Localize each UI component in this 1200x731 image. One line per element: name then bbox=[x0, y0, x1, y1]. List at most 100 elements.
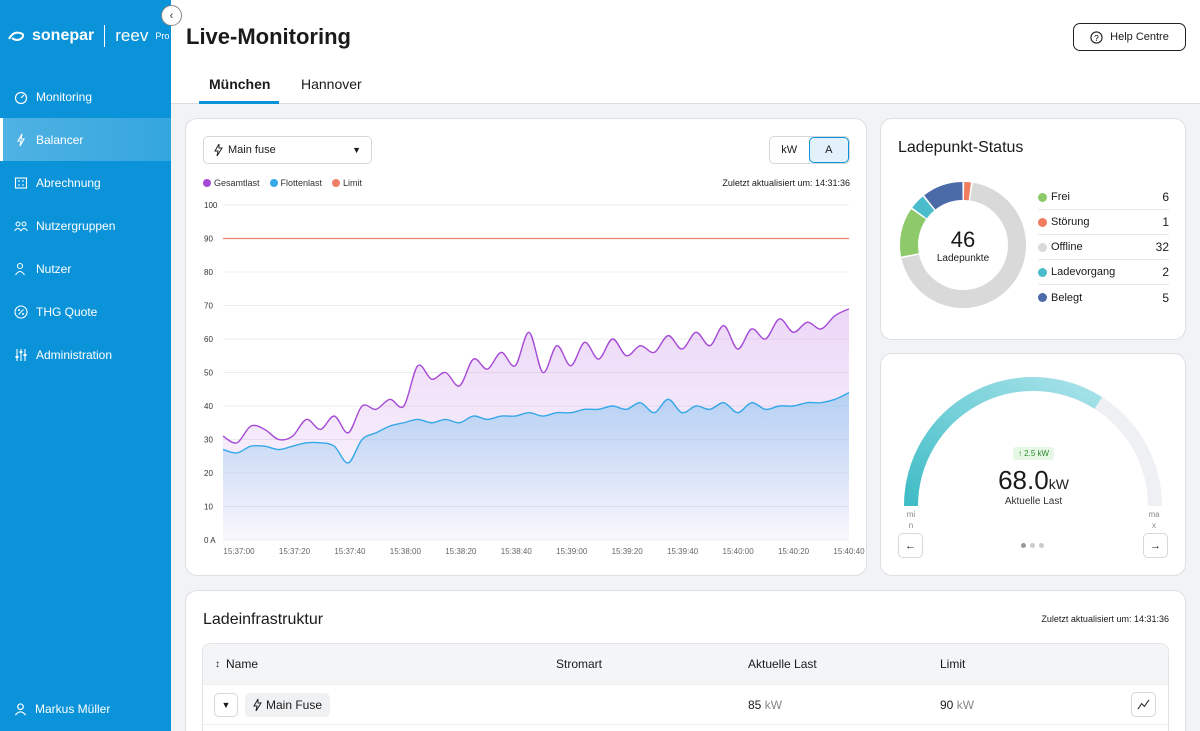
unit-a-button[interactable]: A bbox=[808, 137, 849, 163]
fuse-dropdown[interactable]: Main fuse ▼ bbox=[203, 136, 372, 164]
collapse-sidebar-button[interactable]: ‹ bbox=[161, 5, 182, 26]
gauge-max-label: ma x bbox=[1148, 510, 1160, 530]
load-gauge bbox=[904, 377, 1162, 507]
status-row-frei: Frei 6 bbox=[1038, 185, 1169, 210]
tab-muenchen[interactable]: München bbox=[209, 76, 271, 92]
legend-gesamtlast: Gesamtlast bbox=[203, 178, 260, 188]
gauge-unit: kW bbox=[1048, 476, 1069, 492]
x-tick-label: 15:37:00 bbox=[223, 547, 255, 556]
load-delta-badge: ↑ 2.5 kW bbox=[1012, 447, 1055, 460]
sidebar-item-nutzergruppen[interactable]: Nutzergruppen bbox=[0, 204, 171, 247]
col-load-header: Aktuelle Last bbox=[748, 657, 817, 671]
brand-reev: reev bbox=[115, 26, 149, 45]
help-centre-label: Help Centre bbox=[1110, 31, 1169, 43]
ladepunkt-status-card: Ladepunkt-Status 46 Ladepunkte Frei 6 Stör… bbox=[880, 118, 1186, 340]
col-name-header[interactable]: ↕ Name bbox=[203, 657, 556, 671]
col-name-label: Name bbox=[226, 657, 259, 671]
caret-down-icon: ▼ bbox=[352, 145, 361, 155]
y-tick-label: 70 bbox=[204, 302, 213, 311]
limit-value: 90 bbox=[940, 697, 954, 712]
x-tick-label: 15:38:40 bbox=[501, 547, 533, 556]
brand-pro: Pro bbox=[155, 31, 170, 41]
status-title: Ladepunkt-Status bbox=[898, 139, 1024, 156]
question-circle-icon: ? bbox=[1090, 30, 1103, 44]
logo: sonepar reev Pro bbox=[8, 24, 169, 48]
next-slide-button[interactable]: → bbox=[1143, 533, 1168, 558]
x-tick-label: 15:38:20 bbox=[445, 547, 477, 556]
status-label: Offline bbox=[1051, 241, 1083, 253]
x-tick-label: 15:40:40 bbox=[833, 547, 865, 556]
status-row-offline: Offline 32 bbox=[1038, 235, 1169, 260]
user-profile[interactable]: Markus Müller bbox=[14, 702, 110, 716]
page-header: Live-Monitoring ? Help Centre München Ha… bbox=[171, 0, 1200, 104]
cell-load: 85 kW bbox=[748, 698, 782, 712]
infra-title: Ladeinfrastruktur bbox=[203, 611, 324, 628]
user-icon bbox=[15, 262, 25, 275]
x-tick-label: 15:38:00 bbox=[390, 547, 422, 556]
load-chart-card: Main fuse ▼ kW A Gesamtlast Flottenlast … bbox=[185, 118, 867, 576]
arrow-left-icon: ← bbox=[905, 539, 916, 552]
active-tab-indicator bbox=[199, 101, 279, 104]
sidebar-item-monitoring[interactable]: Monitoring bbox=[0, 75, 171, 118]
help-centre-button[interactable]: ? Help Centre bbox=[1073, 23, 1186, 51]
carousel-dot[interactable] bbox=[1039, 543, 1044, 548]
table-row bbox=[203, 724, 1168, 731]
caret-down-icon: ▼ bbox=[221, 699, 231, 710]
ladeinfrastruktur-card: Ladeinfrastruktur Zuletzt aktualisiert u… bbox=[185, 590, 1186, 731]
sidebar: sonepar reev Pro Monitoring Balancer Abrech… bbox=[0, 0, 171, 731]
load-unit: kW bbox=[764, 697, 783, 712]
sidebar-item-label: Abrechnung bbox=[36, 175, 101, 190]
status-dot bbox=[1038, 217, 1047, 227]
prev-slide-button[interactable]: ← bbox=[898, 533, 923, 558]
y-tick-label: 40 bbox=[204, 402, 213, 411]
sidebar-item-administration[interactable]: Administration bbox=[0, 333, 171, 376]
node-chip[interactable]: Main Fuse bbox=[245, 692, 331, 717]
table-header: ↕ Name Stromart Aktuelle Last Limit bbox=[203, 644, 1168, 684]
sidebar-item-nutzer[interactable]: Nutzer bbox=[0, 247, 171, 290]
expand-row-button[interactable]: ▼ bbox=[214, 692, 238, 717]
sidebar-item-abrechnung[interactable]: Abrechnung bbox=[0, 161, 171, 204]
status-row-belegt: Belegt 5 bbox=[1038, 285, 1169, 310]
donut-slice-ladevorgang bbox=[912, 196, 935, 219]
chart-view-button[interactable] bbox=[1131, 692, 1156, 717]
sidebar-item-label: THG Quote bbox=[36, 304, 98, 319]
total-ladepunkte: 46 bbox=[950, 227, 976, 252]
sort-icon: ↕ bbox=[215, 658, 220, 670]
infra-table: ↕ Name Stromart Aktuelle Last Limit ▼ Ma… bbox=[202, 643, 1169, 731]
sidebar-item-label: Balancer bbox=[36, 132, 84, 147]
y-tick-label: 20 bbox=[204, 469, 213, 478]
tab-hannover[interactable]: Hannover bbox=[301, 76, 362, 92]
sidebar-item-thg-quote[interactable]: THG Quote bbox=[0, 290, 171, 333]
unit-kw-button[interactable]: kW bbox=[781, 144, 798, 156]
status-dot bbox=[1038, 242, 1047, 252]
status-count: 32 bbox=[1155, 240, 1169, 254]
y-tick-label: 100 bbox=[204, 201, 218, 210]
legend-flottenlast: Flottenlast bbox=[269, 178, 322, 188]
x-tick-label: 15:40:00 bbox=[723, 547, 755, 556]
y-tick-label: 10 bbox=[204, 503, 213, 512]
percent-icon bbox=[14, 304, 28, 319]
carousel-dot[interactable] bbox=[1030, 543, 1035, 548]
chart-line-icon bbox=[1137, 699, 1150, 710]
carousel-dot[interactable] bbox=[1021, 543, 1026, 548]
arrow-right-icon: → bbox=[1150, 539, 1161, 552]
sidebar-item-balancer[interactable]: Balancer bbox=[0, 118, 171, 161]
x-tick-label: 15:39:20 bbox=[612, 547, 644, 556]
chart-last-updated: Zuletzt aktualisiert um: 14:31:36 bbox=[722, 178, 850, 188]
status-count: 5 bbox=[1162, 290, 1169, 305]
status-count: 2 bbox=[1162, 265, 1169, 279]
y-tick-label: 60 bbox=[204, 335, 213, 344]
gauge-value: 68.0 bbox=[998, 465, 1049, 495]
y-tick-label: 50 bbox=[204, 369, 213, 378]
brand-divider bbox=[104, 25, 106, 47]
gauge-fill bbox=[904, 377, 1103, 507]
user-icon bbox=[14, 702, 27, 715]
status-dot bbox=[1038, 267, 1047, 277]
status-count: 1 bbox=[1162, 215, 1169, 229]
y-tick-label: 90 bbox=[204, 235, 213, 244]
status-label: Störung bbox=[1051, 216, 1090, 228]
infra-last-updated: Zuletzt aktualisiert um: 14:31:36 bbox=[1041, 614, 1169, 624]
bolt-icon bbox=[253, 698, 262, 711]
user-name: Markus Müller bbox=[35, 702, 111, 716]
sidebar-item-label: Nutzer bbox=[36, 261, 72, 276]
